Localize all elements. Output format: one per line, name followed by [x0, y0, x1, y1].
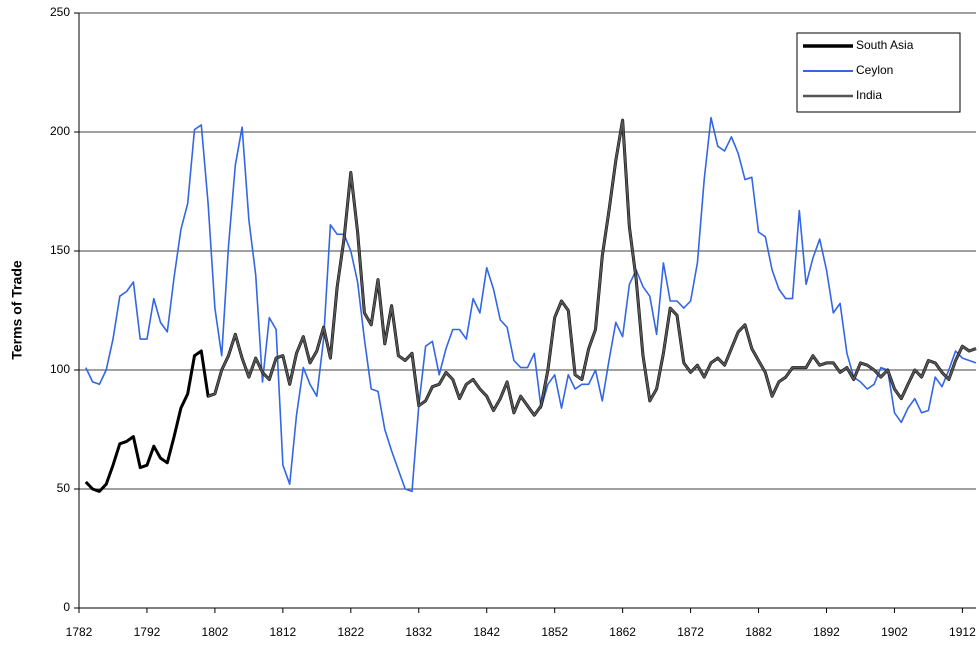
- x-tick-label: 1902: [881, 625, 908, 639]
- x-tick-label: 1852: [541, 625, 568, 639]
- series-line: [207, 119, 977, 417]
- x-tick-label: 1812: [270, 625, 297, 639]
- x-tick-label: 1802: [202, 625, 229, 639]
- y-axis-label: Terms of Trade: [9, 260, 25, 360]
- legend-label: Ceylon: [856, 63, 893, 77]
- y-tick-label: 200: [50, 124, 70, 138]
- x-tick-label: 1832: [405, 625, 432, 639]
- y-tick-label: 150: [50, 243, 70, 257]
- y-tick-label: 100: [50, 362, 70, 376]
- x-tick-label: 1842: [473, 625, 500, 639]
- x-tick-label: 1822: [337, 625, 364, 639]
- legend-label: South Asia: [856, 38, 914, 52]
- x-tick-label: 1872: [677, 625, 704, 639]
- series-line: [85, 116, 977, 493]
- series-line: [84, 118, 977, 493]
- x-tick-label: 1862: [609, 625, 636, 639]
- x-tick-label: 1882: [745, 625, 772, 639]
- x-tick-label: 1792: [134, 625, 161, 639]
- y-tick-label: 50: [57, 481, 71, 495]
- x-tick-label: 1912: [949, 625, 976, 639]
- x-tick-label: 1892: [813, 625, 840, 639]
- y-tick-label: 250: [50, 5, 70, 19]
- x-tick-label: 1782: [66, 625, 93, 639]
- legend-label: India: [856, 88, 882, 102]
- y-tick-label: 0: [63, 600, 70, 614]
